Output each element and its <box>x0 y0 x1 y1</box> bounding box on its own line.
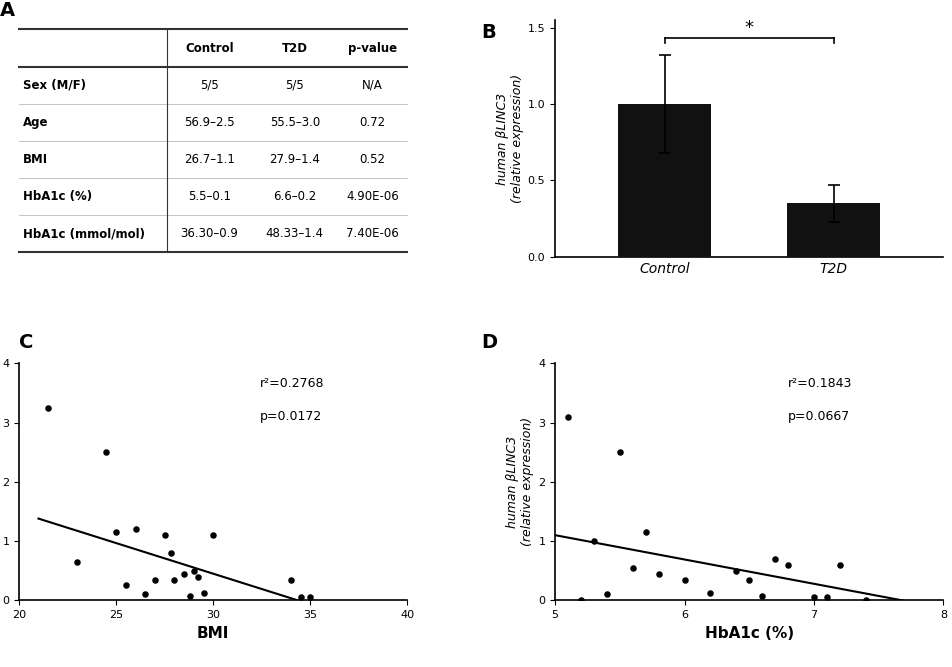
Text: p=0.0667: p=0.0667 <box>787 410 849 424</box>
Point <box>611 447 626 458</box>
Text: BMI: BMI <box>23 153 48 166</box>
Point <box>741 574 756 585</box>
Point <box>283 574 298 585</box>
Text: 48.33–1.4: 48.33–1.4 <box>266 227 324 240</box>
Text: HbA1c (mmol/mol): HbA1c (mmol/mol) <box>23 227 145 240</box>
Point <box>99 447 114 458</box>
X-axis label: HbA1c (%): HbA1c (%) <box>704 626 793 640</box>
Point <box>148 574 163 585</box>
Point <box>157 530 172 540</box>
Text: 27.9–1.4: 27.9–1.4 <box>269 153 320 166</box>
Point <box>638 527 653 538</box>
Point <box>41 402 56 413</box>
Text: Age: Age <box>23 116 49 129</box>
Y-axis label: human βLINC3
(relative expression): human βLINC3 (relative expression) <box>495 74 523 203</box>
Text: C: C <box>19 334 33 352</box>
Text: r²=0.1843: r²=0.1843 <box>787 377 852 390</box>
Point <box>780 560 795 570</box>
Point <box>676 574 691 585</box>
Bar <box>618 104 710 257</box>
Text: 6.6–0.2: 6.6–0.2 <box>273 190 316 203</box>
Text: p-value: p-value <box>347 41 397 55</box>
Text: N/A: N/A <box>362 79 383 91</box>
Point <box>625 562 640 573</box>
Point <box>831 560 846 570</box>
Text: *: * <box>744 19 753 37</box>
Text: D: D <box>481 334 497 352</box>
Text: 26.7–1.1: 26.7–1.1 <box>184 153 234 166</box>
Point <box>650 568 665 579</box>
Text: 55.5–3.0: 55.5–3.0 <box>269 116 320 129</box>
Point <box>186 566 201 576</box>
Point <box>728 566 744 576</box>
Point <box>189 571 205 582</box>
Y-axis label: human βLINC3
(relative expression): human βLINC3 (relative expression) <box>506 418 533 546</box>
Point <box>163 548 178 558</box>
Text: r²=0.2768: r²=0.2768 <box>260 377 324 390</box>
X-axis label: BMI: BMI <box>197 626 229 640</box>
Text: HbA1c (%): HbA1c (%) <box>23 190 92 203</box>
Point <box>196 588 211 598</box>
Point <box>754 590 769 601</box>
Text: A: A <box>0 1 14 20</box>
Point <box>766 554 782 564</box>
Point <box>857 595 872 606</box>
Text: 56.9–2.5: 56.9–2.5 <box>184 116 234 129</box>
Point <box>109 527 124 538</box>
Text: Sex (M/F): Sex (M/F) <box>23 79 86 91</box>
Point <box>69 556 85 567</box>
Point <box>292 592 307 603</box>
Text: 0.52: 0.52 <box>359 153 386 166</box>
Point <box>167 574 182 585</box>
Text: 4.90E-06: 4.90E-06 <box>346 190 399 203</box>
Point <box>128 524 143 534</box>
Bar <box>786 203 880 257</box>
Point <box>805 592 821 603</box>
Text: 5/5: 5/5 <box>200 79 219 91</box>
Point <box>819 592 834 603</box>
Text: 0.72: 0.72 <box>359 116 386 129</box>
Text: 5/5: 5/5 <box>286 79 304 91</box>
Point <box>585 536 601 546</box>
Point <box>573 595 588 606</box>
Point <box>206 530 221 540</box>
Point <box>303 592 318 603</box>
Text: p=0.0172: p=0.0172 <box>260 410 322 424</box>
Point <box>702 588 717 598</box>
Text: 5.5–0.1: 5.5–0.1 <box>188 190 230 203</box>
Point <box>182 590 197 601</box>
Text: 7.40E-06: 7.40E-06 <box>346 227 399 240</box>
Point <box>599 589 614 600</box>
Point <box>118 580 133 591</box>
Text: Control: Control <box>185 41 233 55</box>
Text: B: B <box>481 23 495 42</box>
Point <box>137 589 152 600</box>
Text: 36.30–0.9: 36.30–0.9 <box>180 227 238 240</box>
Point <box>560 412 575 422</box>
Point <box>176 568 191 579</box>
Text: T2D: T2D <box>282 41 307 55</box>
